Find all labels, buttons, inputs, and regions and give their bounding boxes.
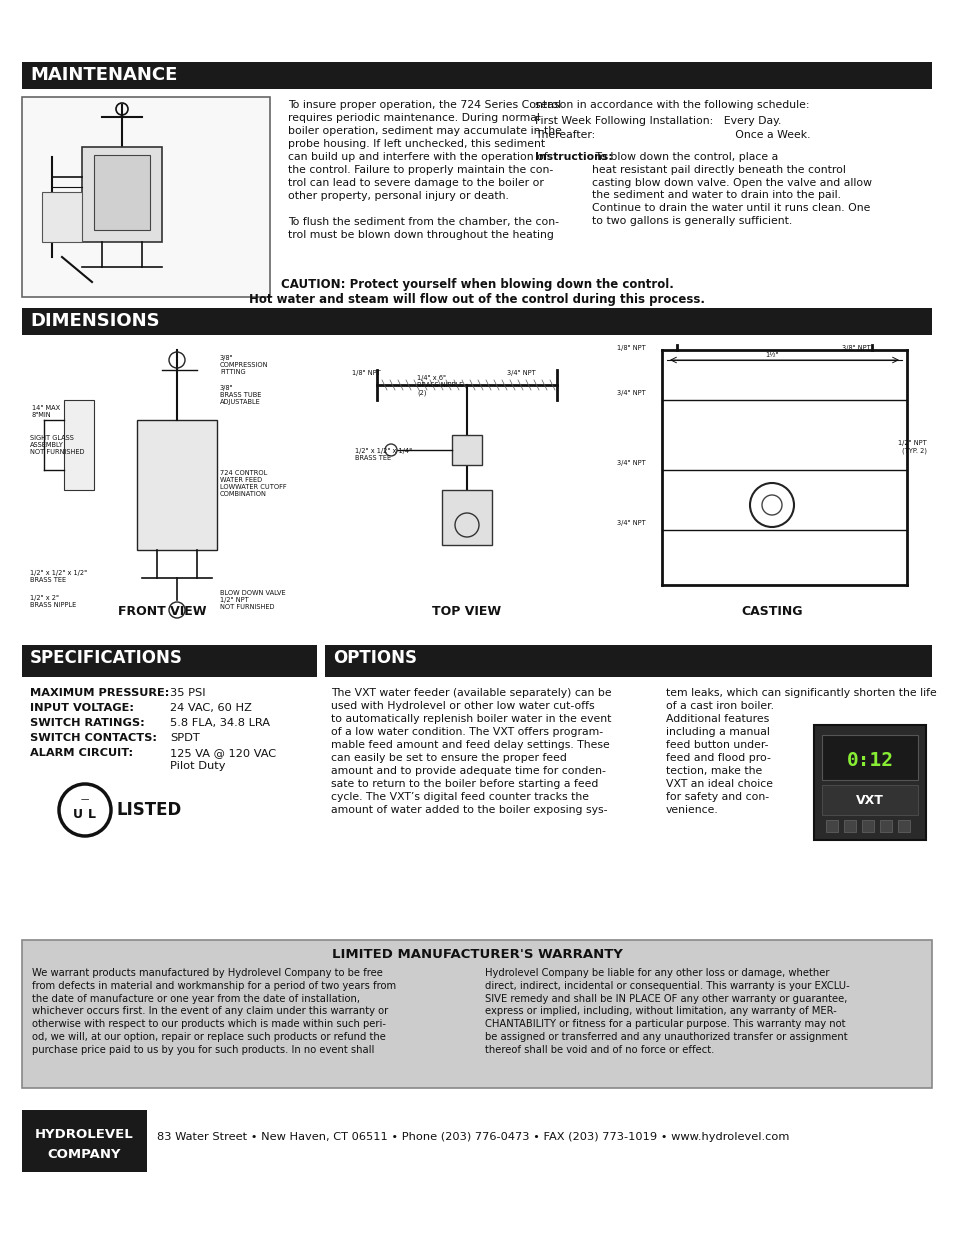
Text: LISTED: LISTED	[117, 802, 182, 819]
Bar	[22, 98, 270, 296]
Bar	[82, 147, 162, 242]
Bar	[821, 785, 917, 815]
Bar	[879, 820, 891, 832]
Text: 1/8" NPT: 1/8" NPT	[352, 370, 380, 375]
Text: 3/8"
COMPRESSION
FITTING: 3/8" COMPRESSION FITTING	[220, 354, 268, 375]
Text: 14" MAX
8"MIN: 14" MAX 8"MIN	[32, 405, 60, 417]
Bar	[22, 1110, 147, 1172]
Bar	[813, 725, 925, 840]
Bar	[825, 820, 837, 832]
Bar	[137, 420, 216, 550]
Text: Thereafter:                                        Once a Week.: Thereafter: Once a Week.	[535, 130, 810, 140]
Text: FRONT VIEW: FRONT VIEW	[117, 605, 206, 618]
Text: VXT: VXT	[855, 794, 883, 808]
Text: 3/8"
BRASS TUBE
ADJUSTABLE: 3/8" BRASS TUBE ADJUSTABLE	[220, 385, 261, 405]
Text: 3/4" NPT: 3/4" NPT	[617, 459, 645, 466]
Bar	[821, 735, 917, 781]
Text: BLOW DOWN VALVE
1/2" NPT
NOT FURNISHED: BLOW DOWN VALVE 1/2" NPT NOT FURNISHED	[220, 590, 285, 610]
Text: L: L	[88, 809, 96, 821]
Text: 724 CONTROL
WATER FEED
LOWWATER CUTOFF
COMBINATION: 724 CONTROL WATER FEED LOWWATER CUTOFF C…	[220, 471, 286, 496]
Bar	[22, 940, 931, 1088]
Text: 0:12: 0:12	[845, 751, 893, 769]
Bar	[897, 820, 909, 832]
Text: INPUT VOLTAGE:: INPUT VOLTAGE:	[30, 703, 133, 713]
Text: 1½": 1½"	[764, 352, 778, 358]
Text: 1/4" x 6"
BRASS NIPPLE
(2): 1/4" x 6" BRASS NIPPLE (2)	[416, 375, 463, 395]
Text: CAUTION: Protect yourself when blowing down the control.: CAUTION: Protect yourself when blowing d…	[280, 278, 673, 291]
Text: SPECIFICATIONS: SPECIFICATIONS	[30, 650, 183, 667]
Bar	[325, 645, 931, 677]
Text: MAINTENANCE: MAINTENANCE	[30, 65, 177, 84]
Text: CASTING: CASTING	[740, 605, 801, 618]
Bar	[843, 820, 855, 832]
Text: MAXIMUM PRESSURE:: MAXIMUM PRESSURE:	[30, 688, 170, 698]
Text: SWITCH RATINGS:: SWITCH RATINGS:	[30, 718, 145, 727]
Text: SPDT: SPDT	[170, 734, 199, 743]
Text: 3/4" NPT: 3/4" NPT	[617, 520, 645, 526]
Text: —: —	[81, 795, 89, 804]
Text: 3/4" NPT: 3/4" NPT	[506, 370, 536, 375]
Text: To blow down the control, place a
heat resistant pail directly beneath the contr: To blow down the control, place a heat r…	[592, 152, 871, 226]
Bar	[42, 191, 82, 242]
Text: 3/4" NPT: 3/4" NPT	[617, 390, 645, 396]
Text: 1/2" NPT
(TYP. 2): 1/2" NPT (TYP. 2)	[898, 440, 926, 453]
Bar	[94, 156, 150, 230]
Text: SWITCH CONTACTS:: SWITCH CONTACTS:	[30, 734, 157, 743]
Text: 1/2" x 1/2" x 1/2"
BRASS TEE: 1/2" x 1/2" x 1/2" BRASS TEE	[30, 571, 87, 583]
Text: Instructions:: Instructions:	[535, 152, 612, 162]
Text: HYDROLEVEL: HYDROLEVEL	[34, 1128, 133, 1141]
Text: TOP VIEW: TOP VIEW	[432, 605, 501, 618]
Text: First Week Following Installation:   Every Day.: First Week Following Installation: Every…	[535, 116, 781, 126]
Text: 1/2" x 1/2" x 1/4"
BRASS TEE: 1/2" x 1/2" x 1/4" BRASS TEE	[355, 448, 412, 461]
Text: Hot water and steam will flow out of the control during this process.: Hot water and steam will flow out of the…	[249, 293, 704, 306]
Bar	[441, 490, 492, 545]
Bar	[452, 435, 481, 466]
Text: 35 PSI: 35 PSI	[170, 688, 206, 698]
Text: 125 VA @ 120 VAC
Pilot Duty: 125 VA @ 120 VAC Pilot Duty	[170, 748, 275, 771]
Bar	[862, 820, 873, 832]
Text: DIMENSIONS: DIMENSIONS	[30, 312, 159, 330]
Text: U: U	[73, 809, 83, 821]
Text: 5.8 FLA, 34.8 LRA: 5.8 FLA, 34.8 LRA	[170, 718, 270, 727]
Text: 1/8" NPT: 1/8" NPT	[617, 345, 645, 351]
Text: LIMITED MANUFACTURER'S WARRANTY: LIMITED MANUFACTURER'S WARRANTY	[332, 948, 621, 961]
Text: COMPANY: COMPANY	[48, 1149, 121, 1161]
Text: 83 Water Street • New Haven, CT 06511 • Phone (203) 776-0473 • FAX (203) 773-101: 83 Water Street • New Haven, CT 06511 • …	[157, 1132, 788, 1142]
Text: 24 VAC, 60 HZ: 24 VAC, 60 HZ	[170, 703, 252, 713]
Text: 3/8" NPT: 3/8" NPT	[841, 345, 870, 351]
Text: Hydrolevel Company be liable for any other loss or damage, whether
direct, indir: Hydrolevel Company be liable for any oth…	[484, 968, 849, 1055]
Text: The VXT water feeder (available separately) can be
used with Hydrolevel or other: The VXT water feeder (available separate…	[331, 688, 611, 815]
Text: tem leaks, which can significantly shorten the life
of a cast iron boiler.
Addit: tem leaks, which can significantly short…	[665, 688, 936, 815]
Bar	[64, 400, 94, 490]
Bar	[22, 308, 931, 335]
Text: SIGHT GLASS
ASSEMBLY
NOT FURNISHED: SIGHT GLASS ASSEMBLY NOT FURNISHED	[30, 435, 85, 454]
Text: ALARM CIRCUIT:: ALARM CIRCUIT:	[30, 748, 133, 758]
Bar	[22, 645, 316, 677]
Text: season in accordance with the following schedule:: season in accordance with the following …	[535, 100, 809, 110]
Text: 1/2" x 2"
BRASS NIPPLE: 1/2" x 2" BRASS NIPPLE	[30, 595, 76, 608]
Text: OPTIONS: OPTIONS	[333, 650, 416, 667]
Text: We warrant products manufactured by Hydrolevel Company to be free
from defects i: We warrant products manufactured by Hydr…	[32, 968, 395, 1055]
Bar	[22, 62, 931, 89]
Text: To insure proper operation, the 724 Series Control
requires periodic maintenance: To insure proper operation, the 724 Seri…	[288, 100, 561, 241]
